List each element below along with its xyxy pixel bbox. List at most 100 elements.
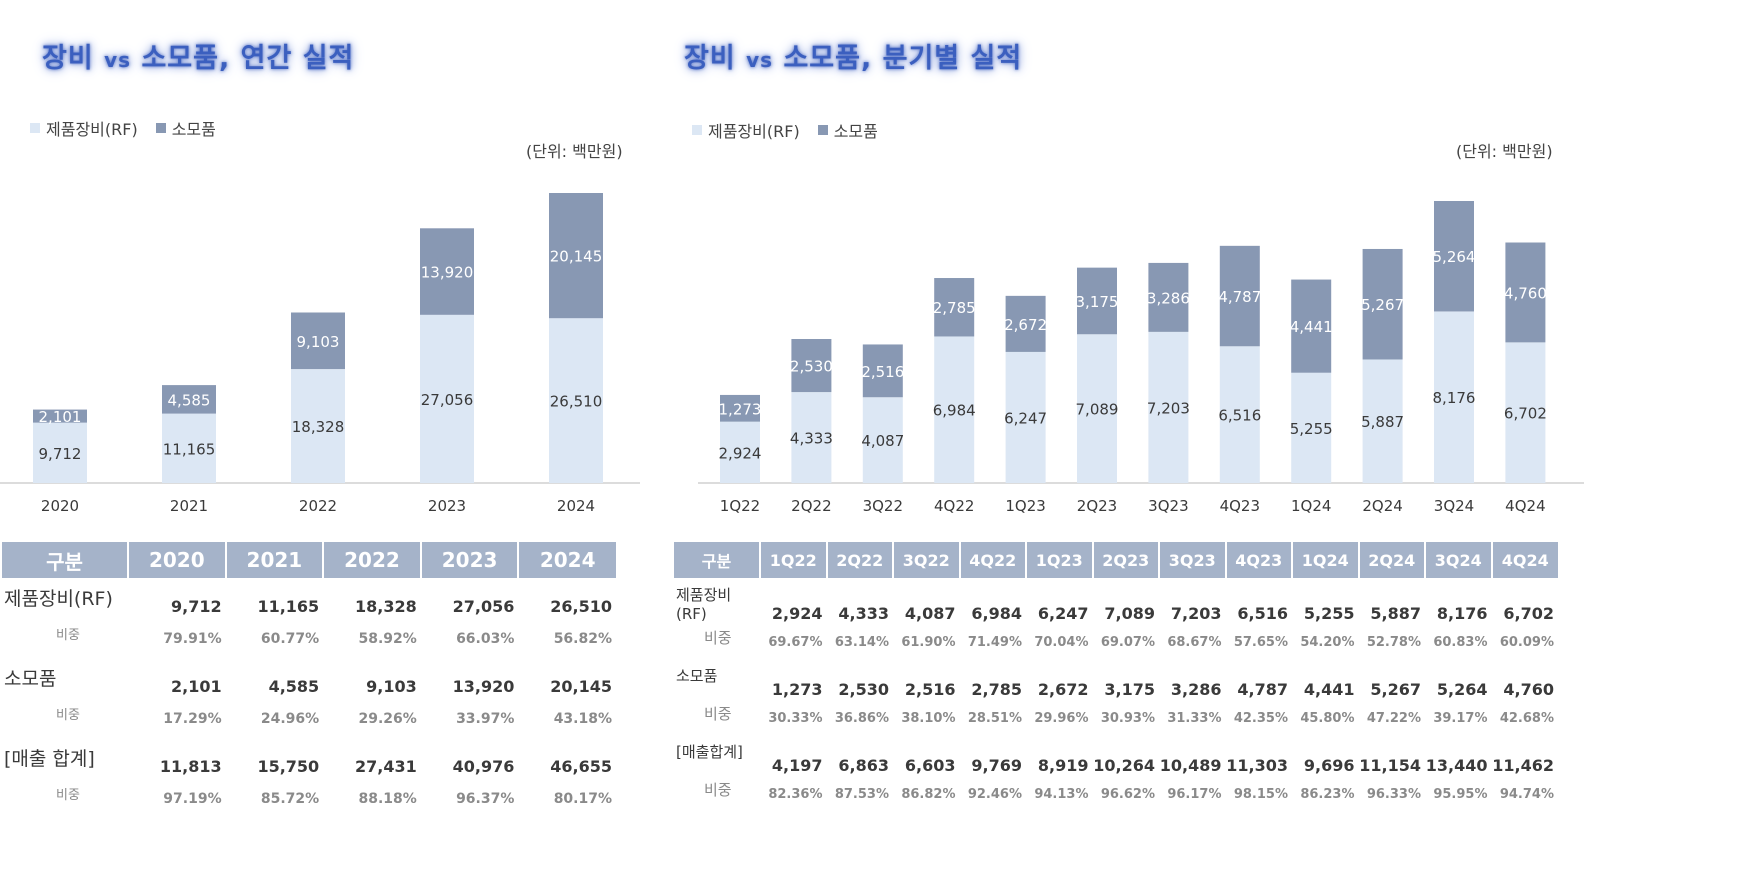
data-label-consumables: 5,264 (1433, 248, 1476, 266)
table-cell: 4,333 (838, 604, 889, 623)
table-cell: 26,510 (550, 597, 612, 616)
annual-title-prefix: 장비 (42, 43, 105, 74)
x-tick-label: 2020 (41, 497, 79, 515)
table-row-label: 비중 (56, 628, 80, 643)
table-cell: 17.29% (163, 711, 222, 727)
table-cell: 82.36% (768, 786, 823, 802)
table-cell: 95.95% (1433, 786, 1488, 802)
quarterly-title-vs: vs (746, 48, 774, 72)
bar-consumables (862, 344, 903, 398)
table-cell: 13,440 (1425, 756, 1488, 775)
bar-equipment (1219, 346, 1260, 483)
x-tick-label: 2Q23 (1077, 497, 1117, 515)
table-cell: 96.62% (1100, 786, 1155, 802)
bar-equipment (1148, 331, 1189, 483)
table-cell: 47.22% (1366, 710, 1421, 726)
data-label-consumables: 4,585 (168, 391, 211, 409)
table-cell: 4,787 (1237, 680, 1288, 699)
table-cell: 9,103 (366, 677, 417, 696)
bar-consumables (1362, 248, 1403, 360)
table-row-label: 비중 (56, 708, 80, 723)
legend-item-equipment: 제품장비(RF) (30, 116, 138, 140)
table-cell: 31.33% (1167, 710, 1222, 726)
x-tick-label: 4Q24 (1505, 497, 1545, 515)
bar-consumables (791, 338, 832, 393)
bar-equipment (1005, 351, 1046, 483)
table-cell: 11,462 (1492, 756, 1554, 775)
table-header-cell: 2021 (224, 542, 324, 578)
table-cell: 60.77% (260, 631, 320, 647)
x-tick-label: 2Q22 (791, 497, 831, 515)
bar-consumables (1219, 245, 1260, 347)
data-label-consumables: 2,785 (933, 299, 976, 317)
data-label-consumables: 2,672 (1004, 316, 1047, 334)
table-cell: 3,175 (1104, 680, 1155, 699)
table-cell: 2,516 (904, 680, 956, 699)
table-row: 비중 79.91% 60.77% 58.92% 66.03% 56.82% (2, 620, 616, 658)
quarterly-legend: 제품장비(RF) 소모품 (692, 118, 878, 142)
bar-equipment (791, 392, 832, 483)
table-cell: 42.35% (1233, 710, 1288, 726)
table-row: 소모품 1,273 2,530 2,516 2,785 2,672 3,175 3,286 4,… (674, 659, 1558, 701)
table-cell: 71.49% (967, 634, 1022, 650)
table-row-label: 비중 (56, 788, 80, 803)
table-header-row: 구분 1Q22 2Q22 3Q22 4Q22 1Q23 2Q23 3Q23 4Q23 1Q24 2Q… (674, 542, 1558, 578)
data-label-consumables: 9,103 (297, 333, 340, 351)
bar-consumables (1005, 295, 1046, 352)
data-label-consumables: 2,516 (861, 363, 904, 381)
bar-consumables (291, 312, 345, 370)
table-header-cell: 4Q22 (958, 542, 1026, 578)
table-row: [매출 합계] 11,813 15,750 27,431 40,976 46,655 (2, 738, 616, 780)
bar-equipment (291, 369, 345, 483)
legend-label-equipment: 제품장비(RF) (708, 122, 800, 141)
bar-equipment (33, 422, 87, 483)
table-cell: 11,154 (1359, 756, 1421, 775)
x-tick-label: 2024 (557, 497, 595, 515)
table-cell: 11,813 (159, 757, 222, 776)
table-row: 소모품 2,101 4,585 9,103 13,920 20,145 (2, 658, 616, 700)
quarterly-chart-title: 장비 vs 소모품, 분기별 실적 (684, 36, 1022, 75)
table-cell: 88.18% (358, 791, 417, 807)
table-cell: 4,441 (1303, 680, 1355, 699)
table-cell: 97.19% (163, 791, 222, 807)
quarterly-unit-label: (단위: 백만원) (1456, 142, 1553, 161)
data-label-equipment: 7,203 (1147, 399, 1190, 417)
table-cell: 13,920 (452, 677, 515, 696)
table-cell: 5,255 (1303, 604, 1355, 623)
table-cell: 98.15% (1233, 786, 1288, 802)
table-cell: 69.07% (1100, 634, 1155, 650)
table-cell: 39.17% (1433, 710, 1488, 726)
table-cell: 6,603 (904, 756, 956, 775)
table-row-label: 비중 (704, 629, 732, 647)
table-row-label: 제품장비(RF) (676, 586, 732, 623)
annual-panel: 장비 vs 소모품, 연간 실적 제품장비(RF) 소모품 (단위: 백만원) … (0, 0, 720, 870)
table-cell: 30.33% (768, 710, 823, 726)
table-row: 비중 69.67% 63.14% 61.90% 71.49% 70.04% 69.07% 68… (674, 625, 1558, 659)
table-cell: 6,516 (1237, 604, 1288, 623)
bar-consumables (1148, 262, 1189, 332)
legend-label-consumables: 소모품 (833, 122, 878, 141)
x-tick-label: 3Q22 (863, 497, 903, 515)
table-cell: 29.96% (1034, 710, 1089, 726)
table-cell: 42.68% (1499, 710, 1554, 726)
table-cell: 29.26% (358, 711, 417, 727)
table-row-label: [매출합계] (676, 743, 743, 761)
table-cell: 20,145 (550, 677, 612, 696)
table-row: 비중 82.36% 87.53% 86.82% 92.46% 94.13% 96.62% 96… (674, 777, 1558, 811)
legend-swatch-consumables (817, 125, 828, 135)
bar-equipment (862, 397, 903, 483)
bar-equipment (162, 413, 216, 483)
table-cell: 6,984 (971, 604, 1022, 623)
data-label-consumables: 1,273 (719, 400, 762, 418)
x-tick-label: 3Q24 (1434, 497, 1474, 515)
table-row-label: 소모품 (676, 667, 718, 685)
bar-consumables (1291, 279, 1332, 373)
x-tick-label: 4Q23 (1220, 497, 1260, 515)
table-cell: 5,887 (1370, 604, 1421, 623)
data-label-consumables: 5,267 (1361, 296, 1404, 314)
data-label-consumables: 4,787 (1218, 288, 1261, 306)
legend-swatch-equipment (692, 125, 702, 135)
table-header-cell: 2020 (127, 542, 226, 578)
table-cell: 92.46% (967, 786, 1022, 802)
table-header-cell: 2Q24 (1357, 542, 1425, 578)
